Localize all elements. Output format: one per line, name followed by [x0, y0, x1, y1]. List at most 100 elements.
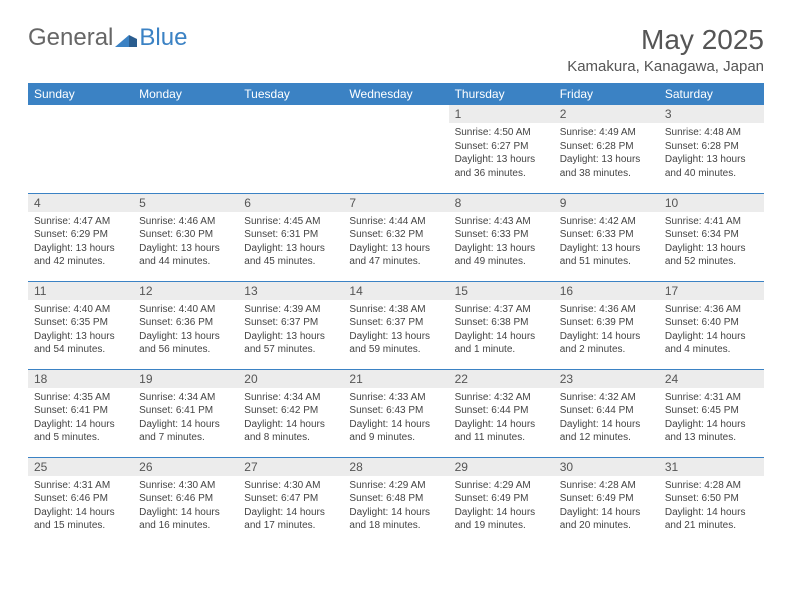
day-header: Thursday [449, 83, 554, 105]
day-number: 15 [449, 282, 554, 300]
daylight-text: Daylight: 13 hours and 42 minutes. [34, 242, 127, 269]
daylight-text: Daylight: 14 hours and 4 minutes. [665, 330, 758, 357]
sunset-text: Sunset: 6:47 PM [244, 492, 337, 506]
daylight-text: Daylight: 14 hours and 12 minutes. [560, 418, 653, 445]
sunrise-text: Sunrise: 4:39 AM [244, 303, 337, 317]
day-number: 27 [238, 458, 343, 476]
day-number: 26 [133, 458, 238, 476]
daylight-text: Daylight: 13 hours and 52 minutes. [665, 242, 758, 269]
sunrise-text: Sunrise: 4:29 AM [455, 479, 548, 493]
calendar-cell [343, 105, 448, 193]
sunset-text: Sunset: 6:37 PM [244, 316, 337, 330]
calendar-cell: 5Sunrise: 4:46 AMSunset: 6:30 PMDaylight… [133, 193, 238, 281]
day-data: Sunrise: 4:29 AMSunset: 6:49 PMDaylight:… [449, 476, 554, 536]
day-data: Sunrise: 4:50 AMSunset: 6:27 PMDaylight:… [449, 123, 554, 183]
calendar-cell: 3Sunrise: 4:48 AMSunset: 6:28 PMDaylight… [659, 105, 764, 193]
daylight-text: Daylight: 14 hours and 7 minutes. [139, 418, 232, 445]
day-number: 28 [343, 458, 448, 476]
daylight-text: Daylight: 14 hours and 9 minutes. [349, 418, 442, 445]
daylight-text: Daylight: 14 hours and 16 minutes. [139, 506, 232, 533]
day-data: Sunrise: 4:48 AMSunset: 6:28 PMDaylight:… [659, 123, 764, 183]
calendar-cell: 19Sunrise: 4:34 AMSunset: 6:41 PMDayligh… [133, 369, 238, 457]
calendar-cell: 1Sunrise: 4:50 AMSunset: 6:27 PMDaylight… [449, 105, 554, 193]
daylight-text: Daylight: 14 hours and 1 minute. [455, 330, 548, 357]
calendar-cell: 8Sunrise: 4:43 AMSunset: 6:33 PMDaylight… [449, 193, 554, 281]
logo-text-2: Blue [139, 24, 187, 52]
calendar-cell: 2Sunrise: 4:49 AMSunset: 6:28 PMDaylight… [554, 105, 659, 193]
sunrise-text: Sunrise: 4:36 AM [665, 303, 758, 317]
day-number: 24 [659, 370, 764, 388]
day-number: 9 [554, 194, 659, 212]
sunset-text: Sunset: 6:40 PM [665, 316, 758, 330]
day-data: Sunrise: 4:43 AMSunset: 6:33 PMDaylight:… [449, 212, 554, 272]
day-number: 18 [28, 370, 133, 388]
daylight-text: Daylight: 14 hours and 15 minutes. [34, 506, 127, 533]
calendar-cell: 29Sunrise: 4:29 AMSunset: 6:49 PMDayligh… [449, 457, 554, 545]
sunrise-text: Sunrise: 4:45 AM [244, 215, 337, 229]
day-data: Sunrise: 4:28 AMSunset: 6:50 PMDaylight:… [659, 476, 764, 536]
sunrise-text: Sunrise: 4:32 AM [560, 391, 653, 405]
day-data: Sunrise: 4:41 AMSunset: 6:34 PMDaylight:… [659, 212, 764, 272]
calendar-cell [133, 105, 238, 193]
calendar-cell: 6Sunrise: 4:45 AMSunset: 6:31 PMDaylight… [238, 193, 343, 281]
day-number: 6 [238, 194, 343, 212]
day-data: Sunrise: 4:34 AMSunset: 6:41 PMDaylight:… [133, 388, 238, 448]
day-data: Sunrise: 4:44 AMSunset: 6:32 PMDaylight:… [343, 212, 448, 272]
calendar-cell: 31Sunrise: 4:28 AMSunset: 6:50 PMDayligh… [659, 457, 764, 545]
daylight-text: Daylight: 13 hours and 51 minutes. [560, 242, 653, 269]
sunset-text: Sunset: 6:35 PM [34, 316, 127, 330]
day-data: Sunrise: 4:36 AMSunset: 6:40 PMDaylight:… [659, 300, 764, 360]
calendar-cell: 26Sunrise: 4:30 AMSunset: 6:46 PMDayligh… [133, 457, 238, 545]
sunset-text: Sunset: 6:44 PM [560, 404, 653, 418]
daylight-text: Daylight: 13 hours and 57 minutes. [244, 330, 337, 357]
sunrise-text: Sunrise: 4:41 AM [665, 215, 758, 229]
calendar-cell: 17Sunrise: 4:36 AMSunset: 6:40 PMDayligh… [659, 281, 764, 369]
sunrise-text: Sunrise: 4:43 AM [455, 215, 548, 229]
day-data: Sunrise: 4:31 AMSunset: 6:46 PMDaylight:… [28, 476, 133, 536]
sunrise-text: Sunrise: 4:32 AM [455, 391, 548, 405]
day-data: Sunrise: 4:40 AMSunset: 6:35 PMDaylight:… [28, 300, 133, 360]
calendar-week: 11Sunrise: 4:40 AMSunset: 6:35 PMDayligh… [28, 281, 764, 369]
sunset-text: Sunset: 6:37 PM [349, 316, 442, 330]
daylight-text: Daylight: 13 hours and 59 minutes. [349, 330, 442, 357]
calendar-cell [28, 105, 133, 193]
daylight-text: Daylight: 14 hours and 8 minutes. [244, 418, 337, 445]
day-data: Sunrise: 4:28 AMSunset: 6:49 PMDaylight:… [554, 476, 659, 536]
day-number: 21 [343, 370, 448, 388]
sunrise-text: Sunrise: 4:44 AM [349, 215, 442, 229]
sunset-text: Sunset: 6:28 PM [665, 140, 758, 154]
day-data: Sunrise: 4:38 AMSunset: 6:37 PMDaylight:… [343, 300, 448, 360]
sunrise-text: Sunrise: 4:31 AM [34, 479, 127, 493]
sunrise-text: Sunrise: 4:35 AM [34, 391, 127, 405]
sunset-text: Sunset: 6:33 PM [455, 228, 548, 242]
calendar-cell: 25Sunrise: 4:31 AMSunset: 6:46 PMDayligh… [28, 457, 133, 545]
calendar-week: 1Sunrise: 4:50 AMSunset: 6:27 PMDaylight… [28, 105, 764, 193]
sunrise-text: Sunrise: 4:30 AM [244, 479, 337, 493]
calendar-cell: 30Sunrise: 4:28 AMSunset: 6:49 PMDayligh… [554, 457, 659, 545]
day-number: 17 [659, 282, 764, 300]
sunrise-text: Sunrise: 4:50 AM [455, 126, 548, 140]
sunset-text: Sunset: 6:41 PM [139, 404, 232, 418]
calendar-cell: 28Sunrise: 4:29 AMSunset: 6:48 PMDayligh… [343, 457, 448, 545]
day-data: Sunrise: 4:29 AMSunset: 6:48 PMDaylight:… [343, 476, 448, 536]
sunset-text: Sunset: 6:29 PM [34, 228, 127, 242]
daylight-text: Daylight: 14 hours and 13 minutes. [665, 418, 758, 445]
sunset-text: Sunset: 6:27 PM [455, 140, 548, 154]
day-data: Sunrise: 4:33 AMSunset: 6:43 PMDaylight:… [343, 388, 448, 448]
calendar-cell: 18Sunrise: 4:35 AMSunset: 6:41 PMDayligh… [28, 369, 133, 457]
sunrise-text: Sunrise: 4:42 AM [560, 215, 653, 229]
daylight-text: Daylight: 13 hours and 49 minutes. [455, 242, 548, 269]
calendar-cell [238, 105, 343, 193]
day-number: 29 [449, 458, 554, 476]
sunrise-text: Sunrise: 4:46 AM [139, 215, 232, 229]
day-data: Sunrise: 4:37 AMSunset: 6:38 PMDaylight:… [449, 300, 554, 360]
day-number: 20 [238, 370, 343, 388]
daylight-text: Daylight: 14 hours and 2 minutes. [560, 330, 653, 357]
daylight-text: Daylight: 13 hours and 44 minutes. [139, 242, 232, 269]
sunrise-text: Sunrise: 4:49 AM [560, 126, 653, 140]
day-header: Saturday [659, 83, 764, 105]
day-data: Sunrise: 4:39 AMSunset: 6:37 PMDaylight:… [238, 300, 343, 360]
day-number: 13 [238, 282, 343, 300]
sunrise-text: Sunrise: 4:37 AM [455, 303, 548, 317]
sunset-text: Sunset: 6:50 PM [665, 492, 758, 506]
